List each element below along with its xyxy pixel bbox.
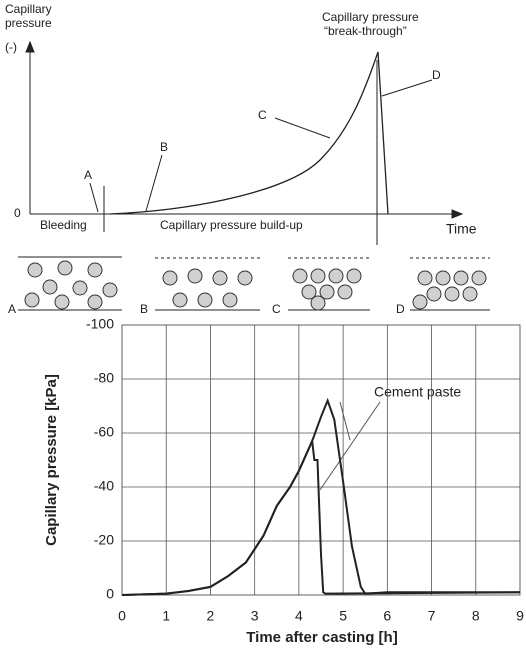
panel-label: D	[396, 302, 405, 316]
leader	[275, 118, 330, 138]
particle	[223, 293, 237, 307]
x-tick-label: 8	[472, 608, 480, 624]
particle	[418, 271, 432, 285]
particle	[163, 271, 177, 285]
particle	[311, 269, 325, 283]
leader	[320, 402, 380, 490]
x-tick-label: 0	[118, 608, 126, 624]
particle	[73, 281, 87, 295]
x-tick-label: 3	[251, 608, 259, 624]
x-tick-label: 1	[162, 608, 170, 624]
x-tick-label: 7	[428, 608, 436, 624]
panel-label: B	[140, 302, 148, 316]
y-unit: (-)	[5, 40, 17, 54]
particle	[58, 261, 72, 275]
leader	[382, 80, 432, 96]
point-label: C	[258, 108, 267, 122]
phase: Bleeding	[40, 218, 87, 232]
y-label: pressure	[5, 16, 52, 30]
breakthrough: Capillary pressure	[322, 10, 419, 24]
x-tick-label: 9	[516, 608, 524, 624]
particle	[25, 293, 39, 307]
particle	[293, 269, 307, 283]
particle	[198, 293, 212, 307]
y-tick-label: -20	[94, 532, 114, 548]
particles	[25, 261, 486, 310]
particle	[55, 295, 69, 309]
particle	[238, 271, 252, 285]
particle	[213, 271, 227, 285]
particle	[427, 287, 441, 301]
leader	[146, 155, 162, 211]
line-series	[122, 441, 520, 595]
point-label: B	[160, 140, 168, 154]
y-tick-label: -40	[94, 478, 114, 494]
panel-label: C	[272, 302, 281, 316]
arrow	[452, 210, 462, 218]
particle	[188, 269, 202, 283]
particle	[445, 287, 459, 301]
x-tick-label: 5	[339, 608, 347, 624]
particle	[454, 271, 468, 285]
arrow	[26, 42, 34, 52]
y-label: Capillary	[5, 2, 52, 16]
particle	[311, 296, 325, 310]
particle	[43, 280, 57, 294]
point-label: A	[84, 168, 92, 182]
particle	[472, 271, 486, 285]
origin: 0	[14, 206, 21, 220]
particle	[436, 271, 450, 285]
x-tick-label: 6	[383, 608, 391, 624]
particle	[347, 269, 361, 283]
particle	[88, 263, 102, 277]
particle	[28, 263, 42, 277]
figure: Capillary pressure (-) 0 Time Capillary …	[0, 0, 526, 657]
phase: Capillary pressure build-up	[160, 218, 303, 232]
y-tick-label: -60	[94, 424, 114, 440]
particle	[329, 269, 343, 283]
leader	[340, 402, 350, 440]
particle	[463, 287, 477, 301]
x-label: Time	[446, 221, 477, 237]
y-tick-label: -80	[94, 370, 114, 386]
particle	[173, 293, 187, 307]
particle	[88, 295, 102, 309]
y-axis-label: Capillary pressure [kPa]	[43, 374, 60, 546]
particle	[103, 283, 117, 297]
x-tick-label: 4	[295, 608, 303, 624]
x-tick-label: 2	[207, 608, 215, 624]
y-tick-label: 0	[106, 586, 114, 602]
x-axis-label: Time after casting [h]	[246, 629, 397, 646]
leader	[90, 183, 98, 212]
particle	[338, 285, 352, 299]
panel-label: A	[8, 302, 16, 316]
y-tick-label: -100	[86, 316, 114, 332]
point-label: D	[432, 68, 441, 82]
particle	[413, 295, 427, 309]
breakthrough: “break-through”	[324, 24, 407, 38]
